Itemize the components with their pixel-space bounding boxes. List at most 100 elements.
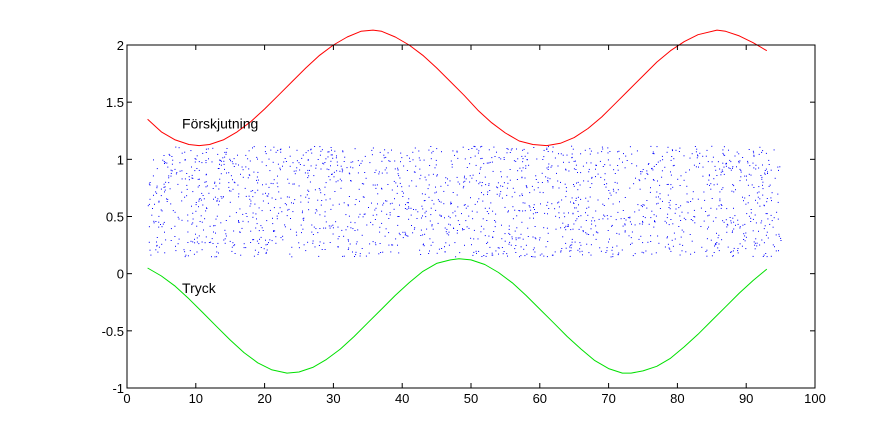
scatter-point bbox=[187, 255, 189, 257]
scatter-point bbox=[379, 243, 381, 244]
scatter-point bbox=[670, 188, 672, 190]
scatter-point bbox=[730, 220, 732, 222]
scatter-point bbox=[273, 146, 275, 148]
scatter-point bbox=[455, 215, 457, 217]
scatter-point bbox=[555, 215, 557, 217]
scatter-point bbox=[406, 208, 408, 210]
scatter-point bbox=[368, 207, 369, 208]
scatter-point bbox=[590, 162, 592, 164]
scatter-point bbox=[545, 176, 547, 178]
scatter-point bbox=[450, 160, 452, 162]
scatter-point bbox=[648, 223, 650, 225]
scatter-point bbox=[166, 162, 168, 164]
scatter-point bbox=[357, 229, 359, 231]
scatter-point bbox=[522, 167, 524, 169]
scatter-point bbox=[585, 212, 586, 214]
scatter-point bbox=[325, 182, 327, 184]
scatter-point bbox=[415, 209, 417, 211]
scatter-point bbox=[320, 168, 322, 170]
scatter-point bbox=[266, 249, 268, 251]
scatter-point bbox=[727, 246, 729, 248]
scatter-point bbox=[769, 223, 771, 225]
scatter-point bbox=[732, 230, 733, 232]
scatter-point bbox=[244, 187, 246, 189]
scatter-point bbox=[490, 202, 492, 204]
scatter-point bbox=[700, 207, 702, 209]
scatter-point bbox=[327, 156, 329, 158]
scatter-point bbox=[164, 189, 166, 191]
scatter-point bbox=[697, 198, 699, 200]
scatter-point bbox=[206, 208, 208, 209]
scatter-point bbox=[156, 168, 158, 170]
scatter-point bbox=[181, 200, 183, 202]
scatter-point bbox=[565, 247, 567, 249]
scatter-point bbox=[156, 185, 158, 187]
scatter-point bbox=[631, 163, 633, 165]
scatter-point bbox=[742, 224, 744, 226]
scatter-point bbox=[417, 211, 419, 213]
scatter-point bbox=[651, 210, 653, 212]
scatter-point bbox=[350, 161, 352, 163]
scatter-point bbox=[156, 244, 158, 246]
scatter-point bbox=[642, 206, 643, 208]
scatter-point bbox=[717, 161, 719, 163]
scatter-point bbox=[191, 177, 193, 179]
scatter-point bbox=[409, 157, 410, 159]
scatter-point bbox=[383, 157, 385, 159]
scatter-point bbox=[196, 155, 198, 157]
scatter-point bbox=[753, 154, 755, 156]
scatter-point bbox=[470, 237, 472, 239]
scatter-point bbox=[733, 247, 735, 249]
scatter-point bbox=[739, 168, 741, 170]
scatter-point bbox=[733, 221, 735, 223]
scatter-point bbox=[588, 252, 590, 254]
scatter-point bbox=[670, 174, 672, 176]
scatter-point bbox=[494, 226, 496, 228]
scatter-point bbox=[552, 187, 554, 189]
scatter-point bbox=[301, 157, 303, 159]
scatter-point bbox=[377, 203, 378, 205]
scatter-point bbox=[374, 184, 376, 186]
scatter-point bbox=[300, 195, 302, 197]
scatter-point bbox=[699, 162, 701, 164]
scatter-point bbox=[573, 160, 575, 162]
scatter-point bbox=[222, 157, 224, 159]
scatter-point bbox=[501, 176, 502, 178]
scatter-point bbox=[414, 227, 416, 229]
scatter-point bbox=[730, 169, 732, 171]
scatter-point bbox=[608, 241, 609, 243]
scatter-point bbox=[477, 152, 479, 154]
scatter-point bbox=[462, 229, 464, 231]
scatter-point bbox=[471, 244, 472, 246]
scatter-point bbox=[457, 181, 459, 183]
scatter-point bbox=[212, 147, 214, 149]
scatter-point bbox=[170, 240, 172, 241]
scatter-point bbox=[423, 245, 425, 247]
scatter-point bbox=[588, 171, 590, 173]
scatter-point bbox=[422, 215, 423, 217]
scatter-point bbox=[174, 225, 176, 227]
scatter-point bbox=[488, 213, 490, 215]
scatter-point bbox=[477, 238, 479, 240]
scatter-point bbox=[766, 256, 768, 258]
scatter-point bbox=[624, 197, 626, 198]
scatter-point bbox=[423, 159, 425, 161]
scatter-point bbox=[519, 256, 520, 258]
scatter-point bbox=[736, 166, 737, 168]
scatter-point bbox=[379, 231, 381, 233]
scatter-point bbox=[698, 166, 699, 168]
scatter-point bbox=[614, 181, 616, 183]
scatter-point bbox=[422, 244, 424, 246]
scatter-point bbox=[235, 163, 237, 165]
scatter-point bbox=[747, 160, 749, 162]
scatter-point bbox=[477, 201, 478, 203]
scatter-point bbox=[650, 235, 652, 237]
scatter-point bbox=[639, 180, 641, 182]
scatter-point bbox=[656, 191, 658, 193]
scatter-point bbox=[710, 183, 712, 185]
scatter-point bbox=[729, 159, 731, 161]
scatter-point bbox=[511, 238, 513, 240]
scatter-point bbox=[462, 187, 464, 189]
scatter-point bbox=[574, 241, 576, 243]
scatter-point bbox=[248, 168, 250, 170]
